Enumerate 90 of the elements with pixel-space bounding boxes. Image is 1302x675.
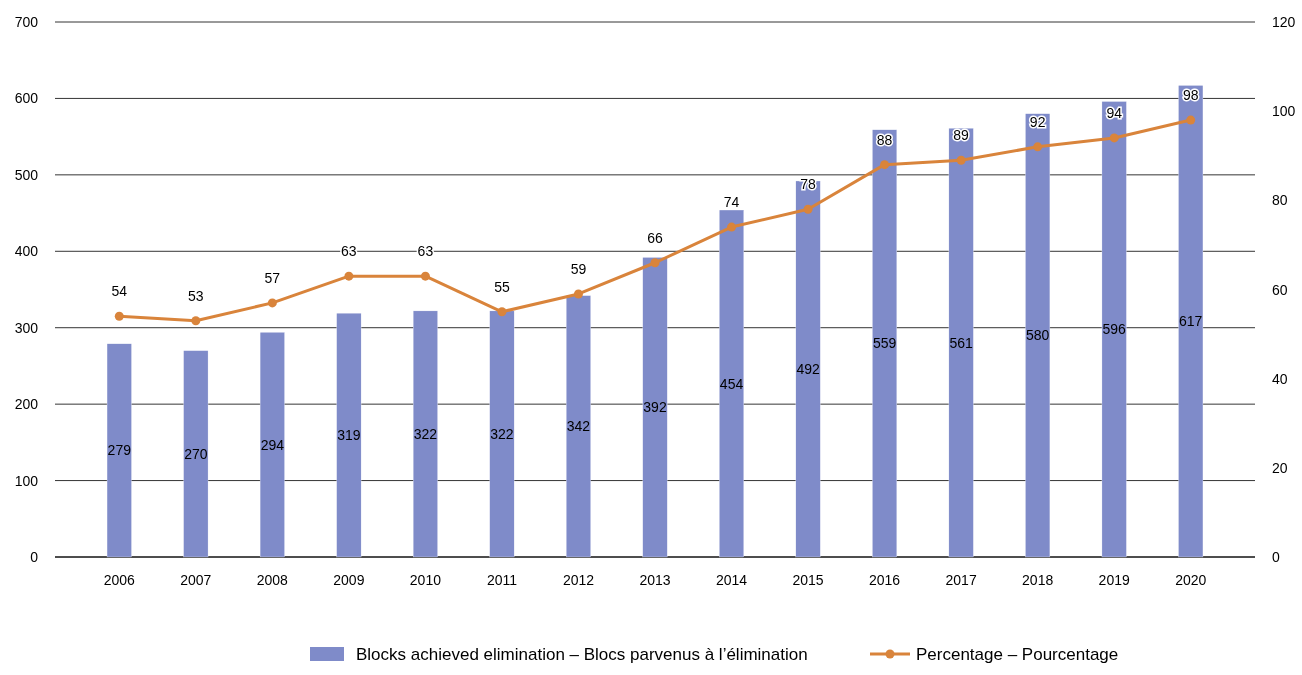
- bar: [872, 129, 897, 558]
- x-tick-label: 2012: [562, 572, 595, 588]
- y2-tick-label: 0: [1272, 549, 1280, 565]
- point: [114, 311, 124, 321]
- bar: [1101, 101, 1127, 558]
- data-label: 561: [949, 334, 974, 351]
- bar: [413, 310, 438, 558]
- y-tick-label: 0: [30, 549, 39, 565]
- bar: [336, 313, 362, 558]
- x-tick-label: 2008: [256, 572, 289, 588]
- y2-tick-label: 40: [1272, 370, 1288, 387]
- data-label: 74: [723, 194, 740, 211]
- data-label: 319: [337, 427, 361, 444]
- y-tick-label: 400: [14, 243, 39, 260]
- y-tick-label: 300: [14, 319, 39, 336]
- bar: [566, 295, 591, 558]
- data-label: 98: [1182, 87, 1199, 104]
- bar: [719, 209, 744, 558]
- data-label: 53: [188, 287, 204, 304]
- legend-label: Blocks achieved elimination – Blocs parvenus à l’élimination: [356, 645, 808, 664]
- data-label: 66: [647, 229, 663, 246]
- y2-tick-label: 60: [1272, 281, 1288, 298]
- point: [956, 155, 966, 165]
- data-label: 559: [872, 335, 897, 352]
- data-label: 92: [1029, 113, 1046, 130]
- data-label: 54: [111, 283, 128, 300]
- bar: [489, 310, 515, 558]
- data-label: 322: [490, 425, 514, 442]
- x-tick-label: 2020: [1175, 572, 1207, 588]
- data-label: 617: [1179, 313, 1203, 330]
- bar: [795, 180, 821, 558]
- point: [880, 160, 890, 170]
- point: [267, 298, 277, 308]
- bar: [183, 350, 209, 558]
- point: [573, 289, 583, 299]
- y2-tick-label: 120: [1272, 14, 1296, 30]
- data-label: 88: [876, 131, 893, 148]
- x-tick-label: 2011: [486, 572, 518, 588]
- data-label: 89: [953, 127, 970, 144]
- x-tick-label: 2013: [639, 572, 671, 588]
- point: [1033, 142, 1043, 152]
- y-tick-label: 500: [14, 166, 39, 183]
- legend-label: Percentage – Pourcentage: [916, 645, 1119, 664]
- point: [191, 316, 201, 326]
- data-label: 596: [1102, 321, 1127, 338]
- data-label: 55: [494, 278, 510, 295]
- y2-tick-label: 80: [1272, 192, 1288, 209]
- point: [1186, 115, 1196, 125]
- x-tick-label: 2016: [869, 572, 901, 588]
- data-label: 270: [184, 445, 208, 462]
- point: [420, 271, 430, 281]
- x-tick-label: 2019: [1098, 572, 1130, 588]
- data-label: 454: [719, 375, 744, 392]
- y2-tick-label: 20: [1272, 459, 1288, 476]
- data-label: 294: [260, 436, 285, 453]
- bar: [259, 332, 285, 558]
- point: [650, 258, 660, 268]
- point: [344, 271, 354, 281]
- bar: [1178, 85, 1204, 558]
- data-label: 580: [1025, 327, 1050, 344]
- point: [1109, 133, 1119, 143]
- point: [803, 204, 813, 214]
- x-tick-label: 2009: [333, 572, 365, 588]
- data-label: 59: [570, 260, 587, 277]
- data-label: 342: [566, 418, 591, 435]
- data-label: 78: [800, 176, 817, 193]
- x-tick-label: 2010: [409, 572, 442, 588]
- x-tick-label: 2015: [792, 572, 824, 588]
- bar: [642, 257, 668, 558]
- x-tick-label: 2018: [1022, 572, 1054, 588]
- data-label: 392: [643, 399, 667, 416]
- x-tick-label: 2007: [180, 572, 212, 588]
- x-tick-label: 2017: [945, 572, 977, 588]
- point: [497, 307, 507, 317]
- y2-tick-label: 100: [1272, 103, 1296, 120]
- data-label: 492: [796, 360, 820, 377]
- data-label: 322: [413, 425, 438, 442]
- y-tick-label: 700: [14, 14, 39, 30]
- x-tick-label: 2006: [103, 572, 136, 588]
- y-tick-label: 200: [14, 396, 39, 413]
- y-tick-label: 600: [14, 90, 39, 107]
- point: [727, 222, 737, 232]
- data-label: 94: [1106, 104, 1123, 121]
- bar: [948, 128, 974, 558]
- data-label: 57: [264, 269, 281, 286]
- bar: [1025, 113, 1051, 558]
- data-label: 279: [107, 442, 132, 459]
- x-tick-label: 2014: [715, 572, 748, 588]
- bar: [106, 343, 132, 558]
- y-tick-label: 100: [14, 472, 39, 489]
